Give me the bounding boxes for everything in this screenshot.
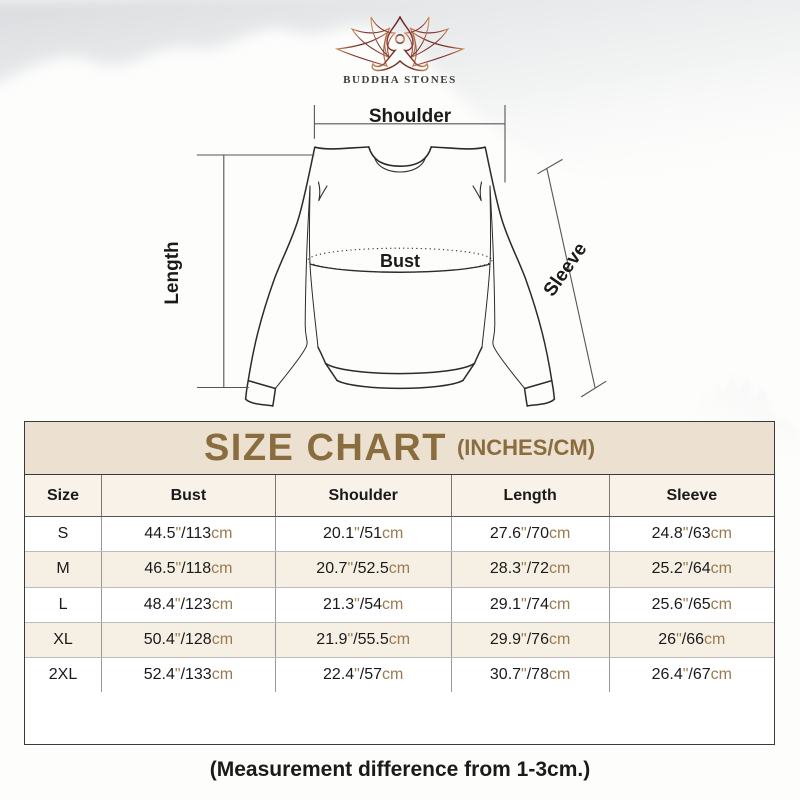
svg-text:Length: Length — [162, 241, 183, 304]
svg-text:Shoulder: Shoulder — [369, 106, 452, 127]
svg-text:Bust: Bust — [380, 251, 420, 271]
svg-text:Sleeve: Sleeve — [540, 239, 592, 300]
